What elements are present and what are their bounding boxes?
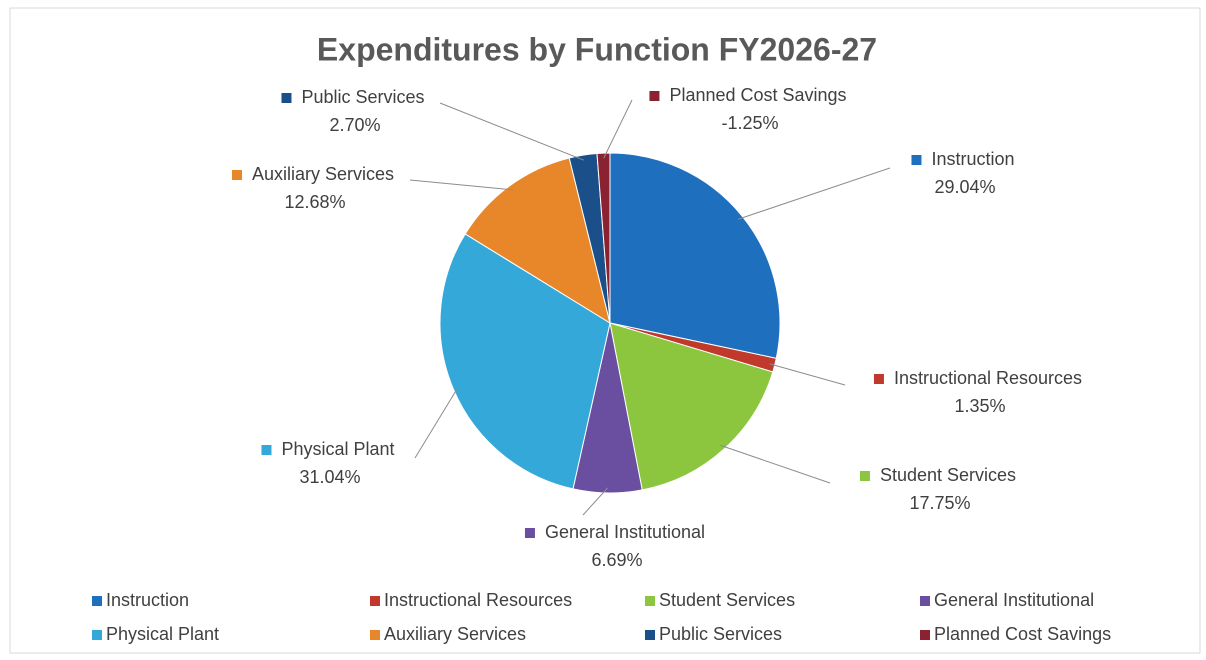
leader-line <box>603 99 633 159</box>
legend-marker <box>645 596 655 606</box>
slice-value-label: 17.75% <box>909 493 970 513</box>
slice-label: Public Services <box>301 87 424 107</box>
slice-value-label: 6.69% <box>591 550 642 570</box>
legend-label: Public Services <box>659 624 782 644</box>
slice-value-label: -1.25% <box>721 113 778 133</box>
legend-marker <box>920 630 930 640</box>
legend-label: General Institutional <box>934 590 1094 610</box>
label-marker <box>231 170 242 180</box>
slice-value-label: 12.68% <box>284 192 345 212</box>
slice-label: General Institutional <box>545 522 705 542</box>
slice-label: Auxiliary Services <box>252 164 394 184</box>
leader-line <box>409 179 513 191</box>
legend-label: Auxiliary Services <box>384 624 526 644</box>
leader-line <box>720 444 831 484</box>
legend-marker <box>370 630 380 640</box>
pie-slice <box>439 233 611 490</box>
label-marker <box>873 374 884 384</box>
leader-line <box>582 487 608 516</box>
slice-label: Instruction <box>931 149 1014 169</box>
label-marker <box>911 155 922 165</box>
leader-line <box>769 363 846 386</box>
pie-slice <box>464 157 611 325</box>
legend-label: Instructional Resources <box>384 590 572 610</box>
slice-value-label: 31.04% <box>299 467 360 487</box>
label-marker <box>261 445 272 455</box>
legend-label: Planned Cost Savings <box>934 624 1111 644</box>
leader-line <box>737 167 891 220</box>
leader-line <box>439 102 585 161</box>
pie-slice <box>596 152 611 324</box>
legend-marker <box>92 596 102 606</box>
legend-label: Instruction <box>106 590 189 610</box>
label-marker <box>524 528 535 538</box>
legend-label: Student Services <box>659 590 795 610</box>
label-marker <box>859 471 870 481</box>
label-marker <box>649 91 660 101</box>
legend-label: Physical Plant <box>106 624 219 644</box>
slice-label: Physical Plant <box>281 439 394 459</box>
slice-value-label: 2.70% <box>329 115 380 135</box>
leader-line <box>414 386 459 459</box>
label-marker <box>281 93 292 103</box>
legend-marker <box>92 630 102 640</box>
slice-value-label: 1.35% <box>954 396 1005 416</box>
slice-value-label: 29.04% <box>934 177 995 197</box>
pie-slice <box>609 322 774 491</box>
pie-slice <box>609 152 781 359</box>
slice-label: Student Services <box>880 465 1016 485</box>
slice-label: Planned Cost Savings <box>669 85 846 105</box>
chart-title: Expenditures by Function FY2026-27 <box>317 31 877 67</box>
legend-marker <box>645 630 655 640</box>
legend-marker <box>370 596 380 606</box>
slice-label: Instructional Resources <box>894 368 1082 388</box>
legend-marker <box>920 596 930 606</box>
